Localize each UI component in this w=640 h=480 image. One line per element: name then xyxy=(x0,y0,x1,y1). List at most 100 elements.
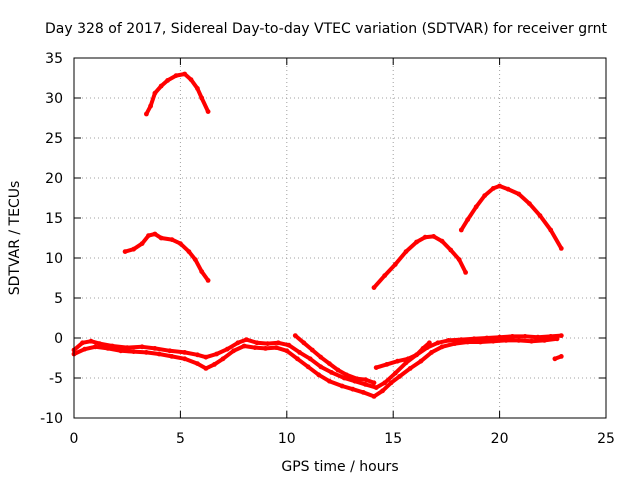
series-arc-peak-19 xyxy=(459,184,564,251)
data-point xyxy=(371,285,377,290)
data-point xyxy=(541,338,547,343)
data-point xyxy=(535,334,541,340)
data-point xyxy=(405,356,411,362)
data-point xyxy=(231,348,237,354)
data-point xyxy=(397,374,402,379)
data-point xyxy=(420,346,426,351)
y-tick-label: 10 xyxy=(45,251,63,267)
data-point xyxy=(371,380,377,386)
data-point xyxy=(403,360,409,366)
data-point xyxy=(80,340,85,346)
x-tick-label: 15 xyxy=(384,431,402,447)
data-point xyxy=(327,378,332,384)
data-point xyxy=(327,361,332,366)
data-point xyxy=(188,77,194,82)
data-point xyxy=(169,354,175,359)
data-point xyxy=(344,372,349,378)
data-point xyxy=(446,338,451,343)
plot-frame xyxy=(73,57,607,419)
data-point xyxy=(186,249,192,255)
data-point xyxy=(431,234,436,239)
data-point xyxy=(395,358,400,364)
data-point xyxy=(105,346,111,351)
data-point xyxy=(435,340,441,346)
data-point xyxy=(382,380,388,386)
data-point xyxy=(297,350,302,355)
tick-layer xyxy=(73,57,607,419)
data-point xyxy=(388,380,394,386)
data-point xyxy=(318,364,324,370)
y-tick-label: 30 xyxy=(45,91,63,107)
data-point xyxy=(144,111,149,117)
data-point xyxy=(224,346,230,352)
data-point xyxy=(505,186,511,192)
data-point xyxy=(254,340,260,346)
series-cross-arc xyxy=(293,333,376,385)
data-point xyxy=(510,334,515,339)
data-point xyxy=(448,247,454,253)
data-point xyxy=(392,262,398,267)
x-tick-labels: 0 5 10 15 20 25 xyxy=(70,431,615,447)
y-tick-label: 35 xyxy=(45,51,63,67)
data-point xyxy=(292,333,298,338)
data-point xyxy=(148,103,154,109)
data-point xyxy=(152,231,158,237)
data-point xyxy=(516,338,522,343)
data-point xyxy=(329,370,334,375)
data-point xyxy=(88,338,94,344)
x-axis-label: GPS time / hours xyxy=(281,459,398,475)
data-point xyxy=(139,241,145,247)
data-point xyxy=(522,334,528,339)
data-point xyxy=(167,348,173,354)
data-point xyxy=(118,348,124,354)
data-point xyxy=(124,345,130,350)
data-point xyxy=(418,358,424,364)
y-tick-label: 15 xyxy=(45,211,63,227)
data-point xyxy=(182,356,188,362)
data-point xyxy=(295,356,300,362)
data-point xyxy=(203,366,209,371)
data-point xyxy=(361,390,366,395)
data-point xyxy=(169,237,175,243)
data-point xyxy=(478,339,483,345)
data-point xyxy=(439,238,445,244)
y-axis-label: SDTVAR / TECUs xyxy=(7,181,23,296)
data-point xyxy=(235,340,241,346)
data-point xyxy=(275,340,281,346)
data-point xyxy=(146,233,151,239)
data-point xyxy=(371,394,377,399)
data-point xyxy=(182,350,188,355)
data-point xyxy=(178,241,183,247)
data-point xyxy=(558,333,564,338)
data-point xyxy=(182,71,188,77)
y-tick-label: -10 xyxy=(40,411,63,427)
data-point xyxy=(350,386,356,392)
data-point xyxy=(241,343,247,349)
data-point xyxy=(158,235,164,241)
data-point xyxy=(414,239,419,245)
data-point xyxy=(263,346,268,351)
data-point xyxy=(214,351,220,357)
x-tick-label: 5 xyxy=(176,431,185,447)
data-point xyxy=(380,388,385,394)
data-point xyxy=(552,356,558,362)
data-point xyxy=(497,183,502,189)
y-tick-label: 5 xyxy=(54,291,63,307)
data-point xyxy=(373,365,379,370)
data-point xyxy=(490,186,496,191)
data-point xyxy=(482,193,488,199)
data-point xyxy=(458,227,464,233)
data-point xyxy=(407,366,413,371)
data-point xyxy=(152,90,158,96)
data-point xyxy=(199,269,205,274)
data-point xyxy=(473,204,479,210)
data-point xyxy=(384,362,390,367)
data-point xyxy=(273,345,279,350)
data-point xyxy=(131,246,137,252)
data-point xyxy=(490,338,496,344)
y-tick-label: -5 xyxy=(49,371,63,387)
data-point xyxy=(165,78,171,83)
data-point xyxy=(122,249,128,255)
data-point xyxy=(335,367,341,373)
